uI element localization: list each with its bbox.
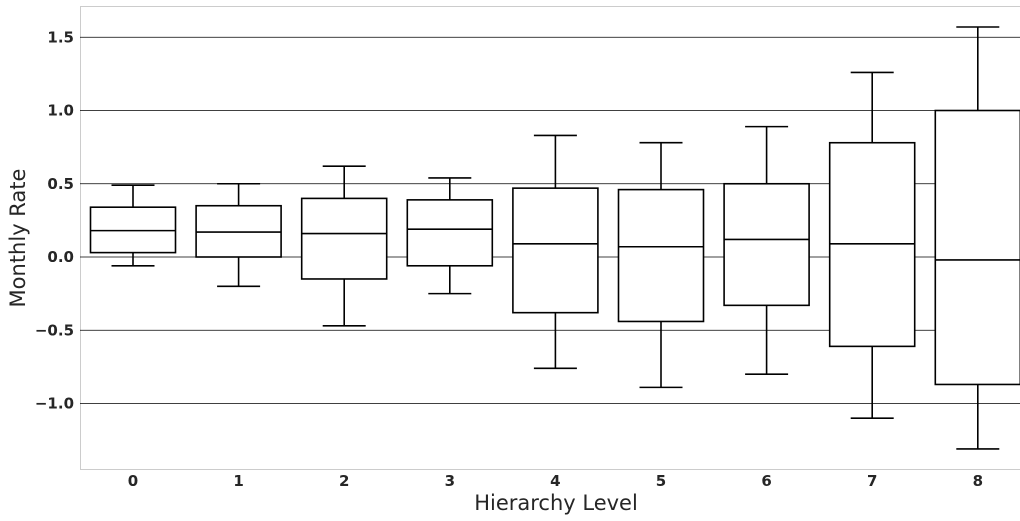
boxes [89, 26, 1020, 450]
y-tick-label: −1.0 [35, 395, 74, 413]
box-6 [723, 125, 810, 376]
box-2 [300, 165, 388, 327]
box-7 [828, 71, 916, 419]
x-axis-label: Hierarchy Level [474, 491, 638, 515]
iqr-box [406, 199, 494, 267]
plot-frame [80, 6, 1020, 470]
y-axis-label: Monthly Rate [6, 169, 30, 308]
x-tick-label: 1 [233, 472, 243, 490]
x-tick-label: 7 [867, 472, 877, 490]
y-tick-label: 1.0 [47, 102, 74, 120]
y-tick-label: 0.5 [47, 175, 74, 193]
box-5 [617, 141, 705, 389]
x-tick-labels: 0 1 2 3 4 5 6 7 8 [128, 472, 983, 490]
y-tick-label: 0.0 [47, 248, 74, 266]
x-tick-label: 6 [761, 472, 771, 490]
iqr-box [512, 187, 599, 314]
y-tick-labels: 1.5 1.0 0.5 0.0 −0.5 −1.0 [35, 28, 74, 412]
iqr-box [617, 188, 705, 323]
x-tick-label: 0 [128, 472, 138, 490]
x-tick-label: 2 [339, 472, 349, 490]
y-tick-label: 1.5 [47, 28, 74, 46]
y-tick-label: −0.5 [35, 321, 74, 339]
iqr-box [300, 197, 388, 280]
iqr-box [723, 182, 810, 307]
iqr-box [934, 109, 1020, 386]
box-8 [934, 26, 1020, 450]
box-3 [406, 177, 494, 295]
x-tick-label: 3 [445, 472, 455, 490]
x-tick-label: 4 [550, 472, 560, 490]
x-tick-label: 5 [656, 472, 666, 490]
x-tick-label: 8 [973, 472, 983, 490]
box-0 [89, 184, 177, 267]
box-4 [512, 134, 599, 370]
box-1 [195, 182, 282, 288]
